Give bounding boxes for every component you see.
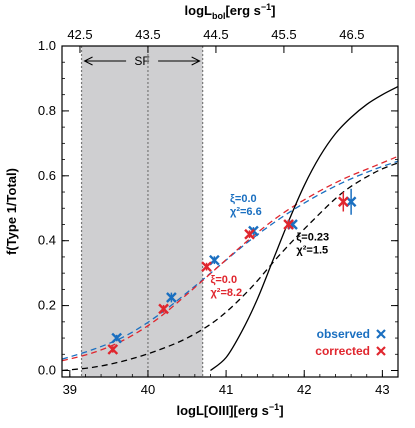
x-tick-label: 40 [141, 382, 155, 397]
fit-curve-dashed [61, 155, 399, 362]
corrected-marker [283, 219, 294, 230]
sf-arrowhead-left [83, 56, 93, 66]
y-tick-label: 0.8 [38, 103, 56, 118]
corrected-marker [158, 303, 169, 315]
x-axis-label: logL[OIII][erg s−1] [176, 402, 283, 418]
legend-marker-observed [376, 329, 386, 339]
fit-annotation: ξ=0.0 χ²=6.6 [230, 193, 262, 218]
corrected-point [201, 261, 212, 273]
corrected-marker [201, 261, 212, 273]
fit-annotation: ξ=0.0 χ²=8.2 [210, 274, 242, 299]
corrected-point [244, 228, 255, 240]
x-tick-label: 42 [297, 382, 311, 397]
top-axis-label: logLbol[erg s−1] [185, 2, 276, 21]
observed-marker [166, 292, 177, 303]
corrected-point [158, 303, 169, 315]
sf-label: SF [134, 54, 149, 68]
legend-marker-corrected [376, 346, 386, 356]
fit-curve-dashed [61, 162, 399, 372]
top-tick-label: 46.5 [339, 27, 364, 42]
fit-curves-layer [61, 85, 399, 372]
x-tick-label: 41 [219, 382, 233, 397]
corrected-point [337, 192, 349, 212]
top-tick-label: 45.5 [271, 27, 296, 42]
legend-label-corrected: corrected [315, 344, 370, 358]
y-tick-label: 0.0 [38, 363, 56, 378]
y-tick-label: 0.2 [38, 298, 56, 313]
legend-label-observed: observed [317, 327, 370, 341]
legend-layer: observed corrected [315, 327, 386, 358]
plot-frame [61, 45, 399, 378]
y-axis-label: f(Type 1/Total) [4, 168, 19, 255]
fit-curve-solid [210, 85, 399, 372]
corrected-point [283, 219, 294, 230]
top-tick-label: 42.5 [67, 27, 92, 42]
observed-marker [345, 196, 357, 208]
sf-arrowhead-right [191, 56, 201, 66]
y-tick-label: 0.6 [38, 168, 56, 183]
corrected-marker [244, 228, 255, 240]
observed-point [111, 332, 123, 344]
observed-marker [111, 332, 123, 344]
observed-point [166, 292, 177, 303]
x-tick-label: 39 [63, 382, 77, 397]
corrected-marker [107, 344, 119, 355]
x-tick-label: 43 [375, 382, 389, 397]
sf-shaded-region [81, 46, 203, 377]
observed-marker [287, 219, 298, 230]
sf-region-layer: SF [80, 46, 204, 377]
y-tick-label: 0.4 [38, 233, 56, 248]
top-tick-label: 44.5 [203, 27, 228, 42]
axes-layer: 39 40 41 42 43 42.5 43.5 44.5 45.5 46.5 0.0 0.2 0.4 0… [4, 2, 399, 418]
data-points-layer [107, 188, 357, 355]
observed-point [345, 188, 357, 215]
annotations-layer: ξ=0.0 χ²=6.6 ξ=0.0 χ²=8.2 ξ=0.23 χ²=1.5 [210, 193, 329, 299]
corrected-point [107, 344, 119, 355]
top-tick-label: 43.5 [135, 27, 160, 42]
y-tick-label: 1.0 [38, 38, 56, 53]
fit-annotation: ξ=0.23 χ²=1.5 [296, 232, 329, 257]
corrected-marker [337, 196, 349, 208]
